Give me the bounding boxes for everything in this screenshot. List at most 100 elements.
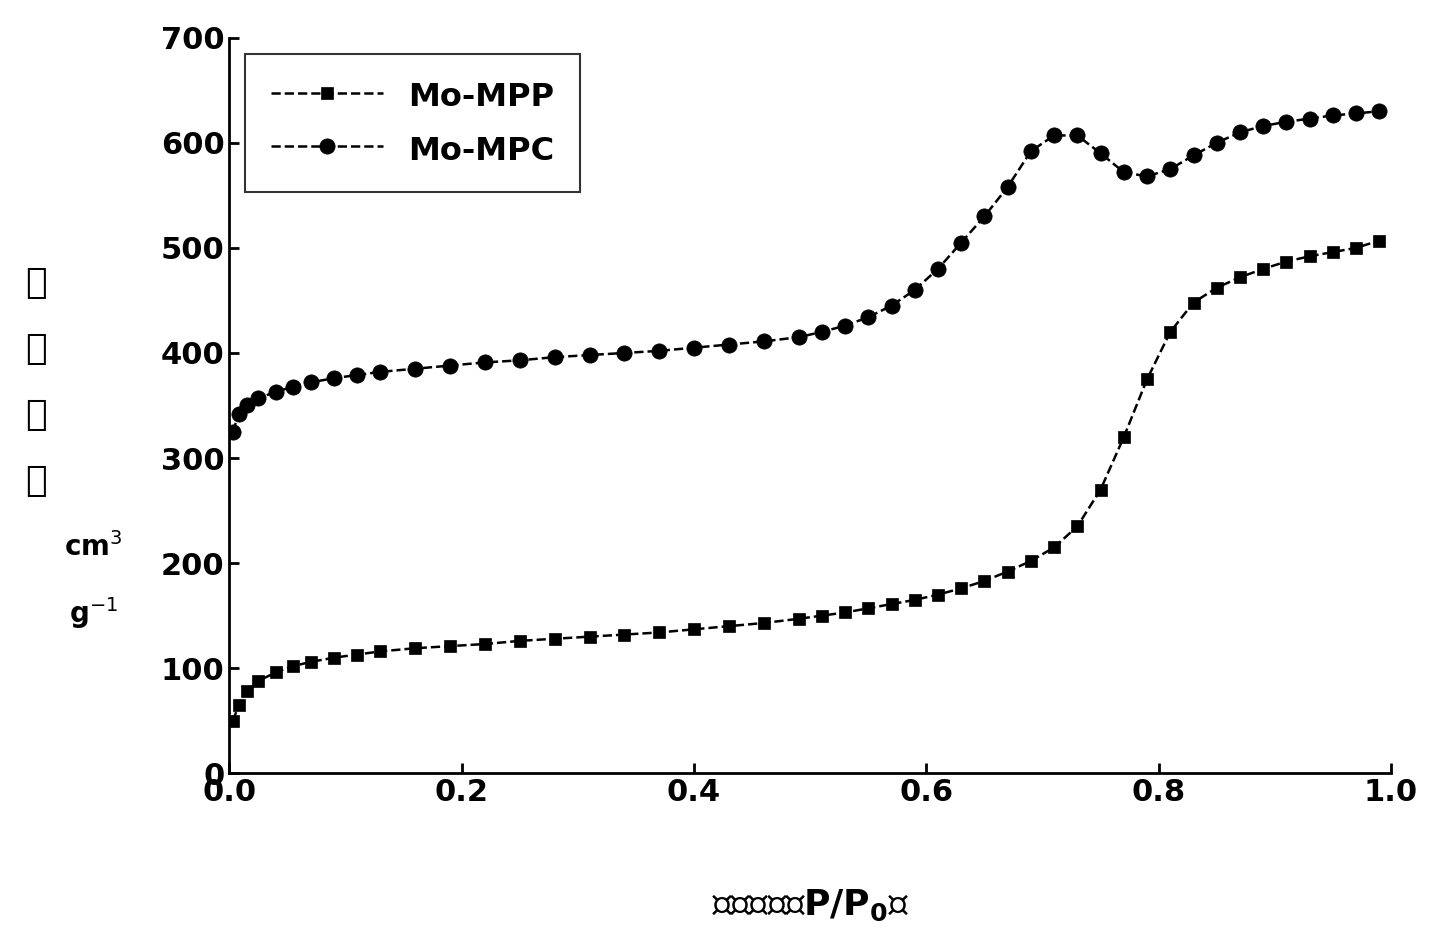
Mo-MPC xyxy=(952,237,969,248)
Mo-MPC xyxy=(1116,167,1133,178)
Mo-MPP xyxy=(952,583,969,594)
Mo-MPC xyxy=(813,326,830,338)
Mo-MPP xyxy=(442,640,459,652)
Mo-MPC xyxy=(1255,121,1272,132)
Mo-MPP xyxy=(1093,484,1110,495)
Mo-MPP xyxy=(326,652,343,663)
Text: 吸: 吸 xyxy=(24,266,47,300)
Mo-MPP xyxy=(546,633,564,644)
Mo-MPP xyxy=(1278,256,1295,267)
Mo-MPC xyxy=(581,350,598,361)
Mo-MPP xyxy=(229,700,247,711)
Mo-MPC xyxy=(1139,171,1156,182)
Mo-MPP xyxy=(1348,242,1365,254)
Mo-MPC xyxy=(267,387,284,398)
Mo-MPC xyxy=(238,400,255,411)
Mo-MPC xyxy=(1162,163,1179,174)
Mo-MPP xyxy=(1045,541,1063,553)
Line: Mo-MPP: Mo-MPP xyxy=(228,235,1385,726)
Mo-MPC xyxy=(999,181,1017,192)
Mo-MPC xyxy=(1325,109,1342,121)
Mo-MPP xyxy=(1325,246,1342,257)
Mo-MPP xyxy=(975,575,992,587)
Mo-MPP xyxy=(720,620,737,632)
Mo-MPP xyxy=(1301,251,1318,262)
Mo-MPP xyxy=(407,642,424,653)
Mo-MPP xyxy=(651,627,668,638)
Mo-MPC xyxy=(1068,130,1086,141)
Mo-MPP xyxy=(267,667,284,678)
Mo-MPP xyxy=(1068,521,1086,532)
Mo-MPP xyxy=(1022,555,1040,567)
Mo-MPC xyxy=(229,408,247,420)
Mo-MPP xyxy=(1184,297,1202,308)
Mo-MPP xyxy=(238,686,255,697)
Mo-MPP xyxy=(756,618,773,629)
Legend: Mo-MPP, Mo-MPC: Mo-MPP, Mo-MPC xyxy=(245,54,579,192)
Mo-MPP xyxy=(285,660,303,671)
Mo-MPP xyxy=(250,675,267,687)
Text: 附: 附 xyxy=(24,332,47,366)
Mo-MPP xyxy=(790,613,807,624)
Mo-MPP xyxy=(883,599,901,610)
Mo-MPC xyxy=(303,376,320,388)
Mo-MPC xyxy=(1045,130,1063,141)
Mo-MPC xyxy=(615,347,632,358)
Mo-MPC xyxy=(348,370,366,381)
Mo-MPC xyxy=(651,345,668,356)
Mo-MPP xyxy=(836,607,853,619)
Text: 相当压力（$\mathbf{P/P_0}$）: 相当压力（$\mathbf{P/P_0}$） xyxy=(711,887,909,923)
Mo-MPP xyxy=(1139,373,1156,385)
Mo-MPC xyxy=(883,300,901,311)
Mo-MPP xyxy=(1162,326,1179,338)
Mo-MPC xyxy=(407,363,424,374)
Text: cm$^{3}$: cm$^{3}$ xyxy=(65,532,122,562)
Mo-MPC xyxy=(371,366,389,377)
Text: 积: 积 xyxy=(24,464,47,498)
Mo-MPP xyxy=(1255,263,1272,274)
Mo-MPC xyxy=(1207,137,1225,148)
Mo-MPC xyxy=(1348,108,1365,119)
Mo-MPC xyxy=(224,426,241,438)
Mo-MPC xyxy=(285,381,303,392)
Mo-MPC xyxy=(860,311,878,323)
Mo-MPP xyxy=(371,646,389,657)
Mo-MPP xyxy=(1207,282,1225,293)
Text: 体: 体 xyxy=(24,398,47,432)
Mo-MPP xyxy=(303,656,320,668)
Mo-MPC xyxy=(790,332,807,343)
Mo-MPC xyxy=(512,355,529,366)
Mo-MPP xyxy=(581,631,598,642)
Mo-MPC xyxy=(1278,116,1295,127)
Text: g$^{-1}$: g$^{-1}$ xyxy=(69,595,118,631)
Mo-MPP xyxy=(1232,272,1249,283)
Mo-MPP xyxy=(348,649,366,660)
Mo-MPP xyxy=(685,623,703,635)
Mo-MPC xyxy=(685,342,703,354)
Mo-MPC xyxy=(326,372,343,384)
Mo-MPC xyxy=(720,339,737,350)
Mo-MPP xyxy=(1371,235,1388,246)
Mo-MPC xyxy=(1184,150,1202,161)
Mo-MPC xyxy=(975,210,992,222)
Mo-MPC xyxy=(1022,145,1040,157)
Mo-MPC xyxy=(906,284,923,295)
Mo-MPC xyxy=(929,263,946,274)
Mo-MPC xyxy=(476,356,493,368)
Mo-MPP xyxy=(1116,431,1133,442)
Line: Mo-MPC: Mo-MPC xyxy=(225,104,1387,439)
Mo-MPC xyxy=(546,352,564,363)
Mo-MPC xyxy=(250,392,267,404)
Mo-MPP xyxy=(813,610,830,621)
Mo-MPC xyxy=(836,320,853,331)
Mo-MPP xyxy=(224,715,241,726)
Mo-MPP xyxy=(860,603,878,614)
Mo-MPP xyxy=(929,589,946,601)
Mo-MPC xyxy=(1232,126,1249,138)
Mo-MPC xyxy=(1093,148,1110,159)
Mo-MPP xyxy=(999,566,1017,577)
Mo-MPC xyxy=(1301,113,1318,124)
Mo-MPP xyxy=(512,636,529,647)
Mo-MPP xyxy=(615,629,632,640)
Mo-MPC xyxy=(756,336,773,347)
